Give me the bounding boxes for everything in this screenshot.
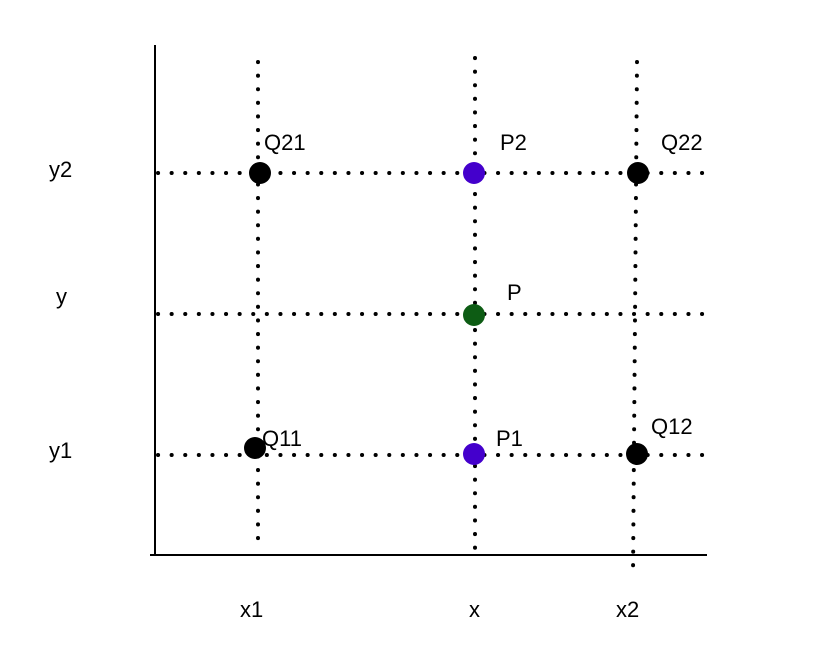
x-label-x: x [469,597,480,622]
label-p1: P1 [496,426,523,451]
guide-vertical-x2 [631,60,639,577]
label-p: P [507,280,522,305]
x-label-x2: x2 [616,597,639,622]
point-p1 [463,443,485,465]
point-p2 [463,162,485,184]
point-p [463,304,485,326]
y-label-y2: y2 [49,157,72,182]
x-label-x1: x1 [240,597,263,622]
y-label-y1: y1 [49,438,72,463]
label-q21: Q21 [264,130,306,155]
point-q21 [249,162,271,184]
label-p2: P2 [500,130,527,155]
point-q22 [627,162,649,184]
label-q22: Q22 [661,130,703,155]
point-q12 [626,443,648,465]
point-q11 [244,437,266,459]
label-q11: Q11 [262,426,302,451]
label-q12: Q12 [651,414,693,439]
y-label-y: y [56,284,67,309]
